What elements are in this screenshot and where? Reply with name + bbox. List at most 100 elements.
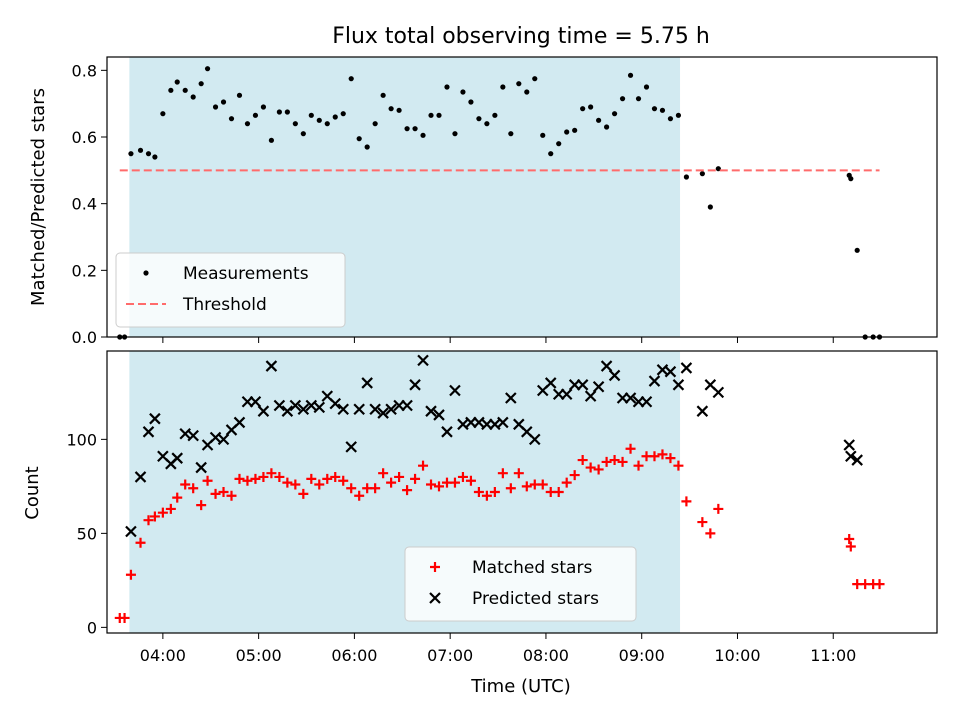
legend-label: Matched stars (472, 558, 592, 578)
measurement-point (324, 121, 330, 127)
matched-star-marker (434, 481, 444, 492)
predicted-star-marker (680, 362, 693, 374)
matched-star-marker (705, 528, 716, 539)
x-tick-label: 05:00 (236, 646, 282, 665)
legend-box (115, 252, 346, 328)
measurement-point (152, 154, 158, 160)
x-tick-label: 04:00 (140, 646, 186, 665)
matched-star-marker (338, 475, 349, 486)
legend: Matched stars Predicted stars (404, 546, 637, 622)
matched-star-marker (513, 468, 524, 479)
predicted-star-marker (377, 407, 389, 419)
measurement-point (260, 104, 267, 110)
predicted-star-marker (385, 403, 397, 416)
measurement-point (204, 66, 211, 72)
measurement-point (145, 151, 152, 157)
predicted-star-marker (265, 360, 278, 372)
measurement-point (252, 112, 259, 118)
matched-star-marker (378, 468, 389, 479)
matched-star-marker (410, 473, 421, 484)
measurement-point (308, 112, 314, 118)
measurement-point (476, 116, 482, 122)
measurement-point (332, 114, 338, 120)
matched-star-marker (143, 515, 154, 526)
measurement-point (137, 147, 144, 153)
measurement-point (524, 89, 530, 95)
matched-star-marker (561, 477, 572, 488)
series-measurements (117, 66, 883, 340)
measurement-point (228, 116, 235, 122)
matched-star-marker (196, 500, 207, 511)
count-y-axis-label: Count (22, 466, 43, 519)
matched-star-marker (457, 471, 468, 482)
measurement-point (428, 112, 434, 118)
matched-star-marker (125, 569, 136, 580)
predicted-star-marker (624, 392, 637, 404)
measurement-point (500, 84, 506, 90)
count-panel: 04:00 05:00 06:00 07:00 08:00 09:00 10:00 11:00… (66, 350, 938, 665)
y-tick-label: 0.0 (72, 328, 97, 347)
plot-frame (106, 350, 938, 634)
predicted-star-marker (195, 461, 207, 474)
measurement-point (420, 132, 426, 138)
matched-star-marker (473, 487, 484, 497)
measurement-point (564, 129, 570, 135)
matched-star-marker (569, 470, 580, 481)
predicted-star-marker (449, 384, 461, 397)
predicted-star-marker (433, 409, 445, 421)
y-tick-label: 100 (66, 430, 97, 449)
legend-x-swatch (429, 592, 441, 604)
measurement-point (588, 104, 594, 110)
matched-star-marker (633, 460, 644, 471)
chart-title: Flux total observing time = 5.75 h (332, 24, 710, 49)
matched-star-marker (673, 460, 684, 471)
predicted-star-marker (576, 379, 589, 391)
matched-star-marker (601, 456, 612, 467)
predicted-star-marker (313, 401, 326, 414)
matched-star-marker (402, 485, 413, 496)
matched-star-marker (210, 488, 221, 499)
y-tick-label: 0.6 (72, 128, 97, 147)
y-tick-label: 0.8 (72, 61, 97, 80)
matched-star-marker (258, 471, 269, 482)
matched-star-marker (697, 517, 708, 528)
matched-star-marker (426, 479, 437, 490)
predicted-star-marker (584, 390, 597, 402)
measurement-point (160, 111, 166, 117)
measurement-point (627, 72, 634, 78)
matched-star-marker (135, 537, 146, 548)
plot-frame (106, 56, 938, 338)
measurement-point (635, 96, 642, 102)
measurement-point (468, 99, 474, 105)
matched-star-marker (172, 492, 183, 503)
measurement-point (675, 112, 682, 118)
matched-star-marker (577, 455, 588, 466)
measurement-point (168, 87, 174, 93)
measurement-point (659, 107, 666, 113)
predicted-star-marker (187, 429, 199, 442)
measurement-point (436, 112, 442, 118)
measurement-point (236, 92, 243, 98)
measurement-point (190, 94, 196, 100)
measurement-point (444, 84, 450, 90)
measurement-point (596, 117, 602, 123)
matched-star-marker (585, 462, 596, 473)
predicted-star-marker (249, 395, 262, 408)
predicted-star-marker (845, 450, 857, 463)
measurement-point (619, 96, 626, 102)
predicted-star-marker (592, 380, 605, 393)
matched-star-marker (681, 496, 692, 507)
measurement-point (611, 111, 618, 117)
ratio-panel: 0.0 0.2 0.4 0.6 0.8 Measurements Threshold (72, 56, 938, 347)
measurement-point (276, 109, 282, 115)
matched-star-marker (713, 503, 724, 514)
predicted-star-marker (353, 403, 365, 416)
predicted-star-marker (142, 426, 155, 438)
measurement-point (603, 124, 610, 130)
measurement-point (128, 151, 134, 157)
matched-star-marker (234, 473, 245, 484)
measurement-point (182, 87, 188, 93)
matched-star-marker (649, 451, 660, 462)
measurement-point (198, 81, 204, 87)
